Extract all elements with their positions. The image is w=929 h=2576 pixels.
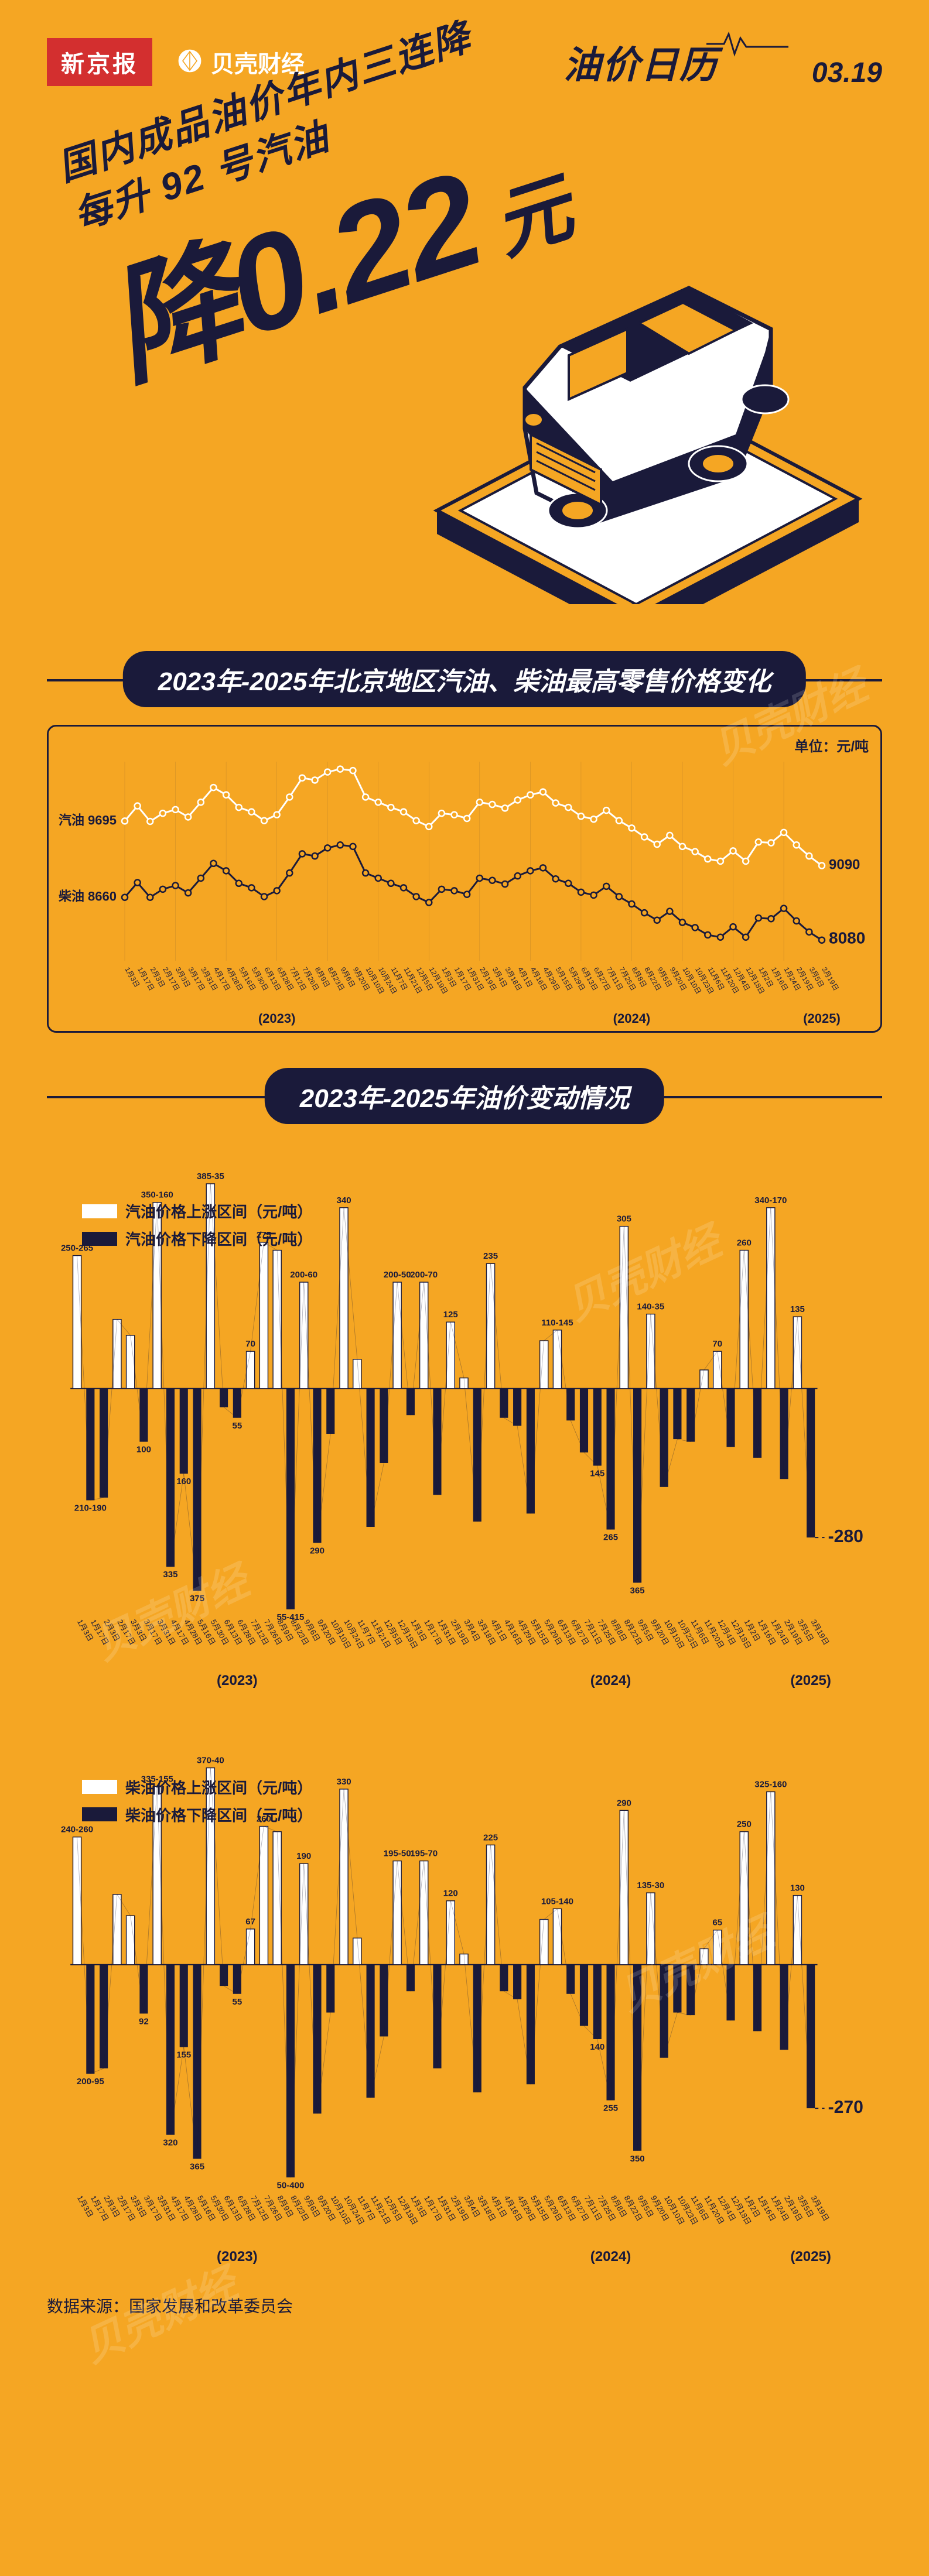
line-chart-box: 单位：元/吨 汽油 9695柴油 8660909080801月3日1月17日2月…	[47, 725, 882, 1033]
date: 03.19	[812, 57, 882, 89]
svg-text:145: 145	[590, 1469, 604, 1479]
svg-text:8080: 8080	[829, 929, 865, 947]
title-block: 油价日历 03.19	[563, 35, 882, 89]
svg-text:250: 250	[737, 1820, 752, 1830]
calendar-title: 油价日历	[563, 35, 718, 89]
section2-title-wrap: 2023年-2025年油价变动情况	[47, 1068, 882, 1124]
svg-text:67: 67	[245, 1917, 255, 1927]
svg-text:3月19日: 3月19日	[810, 2194, 831, 2222]
svg-text:365: 365	[630, 1585, 645, 1595]
legend-swatch-up	[82, 1780, 117, 1794]
svg-text:92: 92	[139, 2016, 149, 2026]
svg-text:235: 235	[483, 1251, 498, 1261]
legend-swatch-up	[82, 1204, 117, 1218]
svg-text:9090: 9090	[829, 857, 860, 873]
svg-text:135: 135	[790, 1304, 805, 1314]
svg-text:140: 140	[590, 2042, 604, 2052]
svg-text:265: 265	[603, 1533, 618, 1543]
svg-text:225: 225	[483, 1832, 498, 1842]
heartbeat-icon	[706, 29, 788, 59]
svg-text:55: 55	[232, 1421, 242, 1431]
svg-text:(2023): (2023)	[217, 1673, 258, 1688]
svg-text:330: 330	[336, 1777, 351, 1787]
svg-text:130: 130	[790, 1883, 805, 1893]
svg-text:335: 335	[163, 1570, 177, 1580]
svg-text:(2023): (2023)	[217, 2249, 258, 2265]
svg-text:125: 125	[443, 1310, 458, 1320]
svg-text:210-190: 210-190	[74, 1503, 107, 1513]
svg-text:65: 65	[712, 1918, 722, 1928]
diesel-bar-wrap: 柴油价格上涨区间（元/吨） 柴油价格下降区间（元/吨） -270240-2602…	[47, 1718, 882, 2270]
svg-text:(2025): (2025)	[790, 1673, 831, 1688]
svg-text:385-35: 385-35	[197, 1171, 224, 1181]
svg-text:305: 305	[617, 1214, 631, 1224]
svg-text:(2023): (2023)	[258, 1011, 296, 1026]
shell-icon	[176, 48, 204, 76]
section1-title: 2023年-2025年北京地区汽油、柴油最高零售价格变化	[123, 651, 806, 707]
legend-swatch-down	[82, 1807, 117, 1821]
section1-title-wrap: 2023年-2025年北京地区汽油、柴油最高零售价格变化	[47, 651, 882, 707]
svg-text:200-95: 200-95	[77, 2077, 104, 2087]
logo-xinjingbao: 新京报	[47, 38, 152, 86]
svg-text:195-50: 195-50	[384, 1849, 411, 1859]
svg-text:195-70: 195-70	[410, 1849, 438, 1859]
svg-text:汽油 9695: 汽油 9695	[59, 813, 117, 827]
svg-text:70: 70	[245, 1339, 255, 1349]
svg-text:3月19日: 3月19日	[820, 966, 840, 992]
diesel-legend: 柴油价格上涨区间（元/吨） 柴油价格下降区间（元/吨）	[82, 1776, 312, 1831]
svg-text:3月19日: 3月19日	[810, 1618, 831, 1646]
svg-text:(2024): (2024)	[613, 1011, 651, 1026]
svg-text:340: 340	[336, 1195, 351, 1205]
gasoline-legend: 汽油价格上涨区间（元/吨） 汽油价格下降区间（元/吨）	[82, 1200, 312, 1255]
svg-text:350-160: 350-160	[141, 1190, 173, 1200]
svg-text:120: 120	[443, 1889, 458, 1899]
svg-text:50-400: 50-400	[277, 2180, 305, 2190]
svg-text:375: 375	[190, 1594, 204, 1604]
svg-text:(2025): (2025)	[803, 1011, 841, 1026]
line-chart-unit: 单位：元/吨	[794, 735, 869, 755]
car-on-phone-illustration	[390, 253, 870, 604]
svg-text:255: 255	[603, 2104, 618, 2113]
gasoline-bar-wrap: 汽油价格上涨区间（元/吨） 汽油价格下降区间（元/吨） -280250-2652…	[47, 1142, 882, 1694]
svg-text:-270: -270	[828, 2098, 863, 2117]
section2-title: 2023年-2025年油价变动情况	[265, 1068, 664, 1124]
hero: 国内成品油价年内三连降 每升 92 号汽油 降 0.22 元	[47, 101, 882, 639]
svg-text:-280: -280	[828, 1527, 863, 1546]
svg-text:55: 55	[232, 1997, 242, 2007]
svg-text:70: 70	[712, 1339, 722, 1349]
svg-text:290: 290	[310, 1546, 325, 1556]
svg-text:325-160: 325-160	[754, 1779, 787, 1789]
svg-text:200-70: 200-70	[410, 1270, 438, 1280]
source: 数据来源：国家发展和改革委员会	[47, 2294, 882, 2317]
svg-text:260: 260	[737, 1238, 752, 1248]
svg-text:105-140: 105-140	[541, 1896, 573, 1906]
legend-swatch-down	[82, 1232, 117, 1246]
svg-text:柴油 8660: 柴油 8660	[58, 889, 117, 904]
svg-text:365: 365	[190, 2161, 204, 2171]
svg-text:(2024): (2024)	[590, 1673, 631, 1688]
svg-text:(2024): (2024)	[590, 2249, 631, 2265]
svg-text:110-145: 110-145	[541, 1318, 573, 1328]
svg-text:290: 290	[617, 1798, 631, 1808]
svg-text:155: 155	[176, 2050, 191, 2060]
svg-text:340-170: 340-170	[754, 1195, 787, 1205]
svg-text:100: 100	[136, 1445, 151, 1455]
svg-text:160: 160	[176, 1477, 191, 1486]
svg-text:370-40: 370-40	[197, 1756, 224, 1766]
infographic-page: 贝壳财经 贝壳财经 贝壳财经 贝壳财经 贝壳财经 新京报 贝壳财经 油价日历 0…	[0, 0, 929, 2352]
svg-text:140-35: 140-35	[637, 1302, 664, 1312]
line-chart: 汽油 9695柴油 8660909080801月3日1月17日2月3日2月17日…	[49, 727, 880, 1031]
svg-text:200-60: 200-60	[290, 1270, 317, 1280]
svg-text:320: 320	[163, 2138, 177, 2148]
svg-text:200-50: 200-50	[384, 1270, 411, 1280]
svg-text:350: 350	[630, 2154, 645, 2164]
svg-text:190: 190	[296, 1851, 311, 1861]
svg-text:(2025): (2025)	[790, 2249, 831, 2265]
svg-text:135-30: 135-30	[637, 1880, 664, 1890]
